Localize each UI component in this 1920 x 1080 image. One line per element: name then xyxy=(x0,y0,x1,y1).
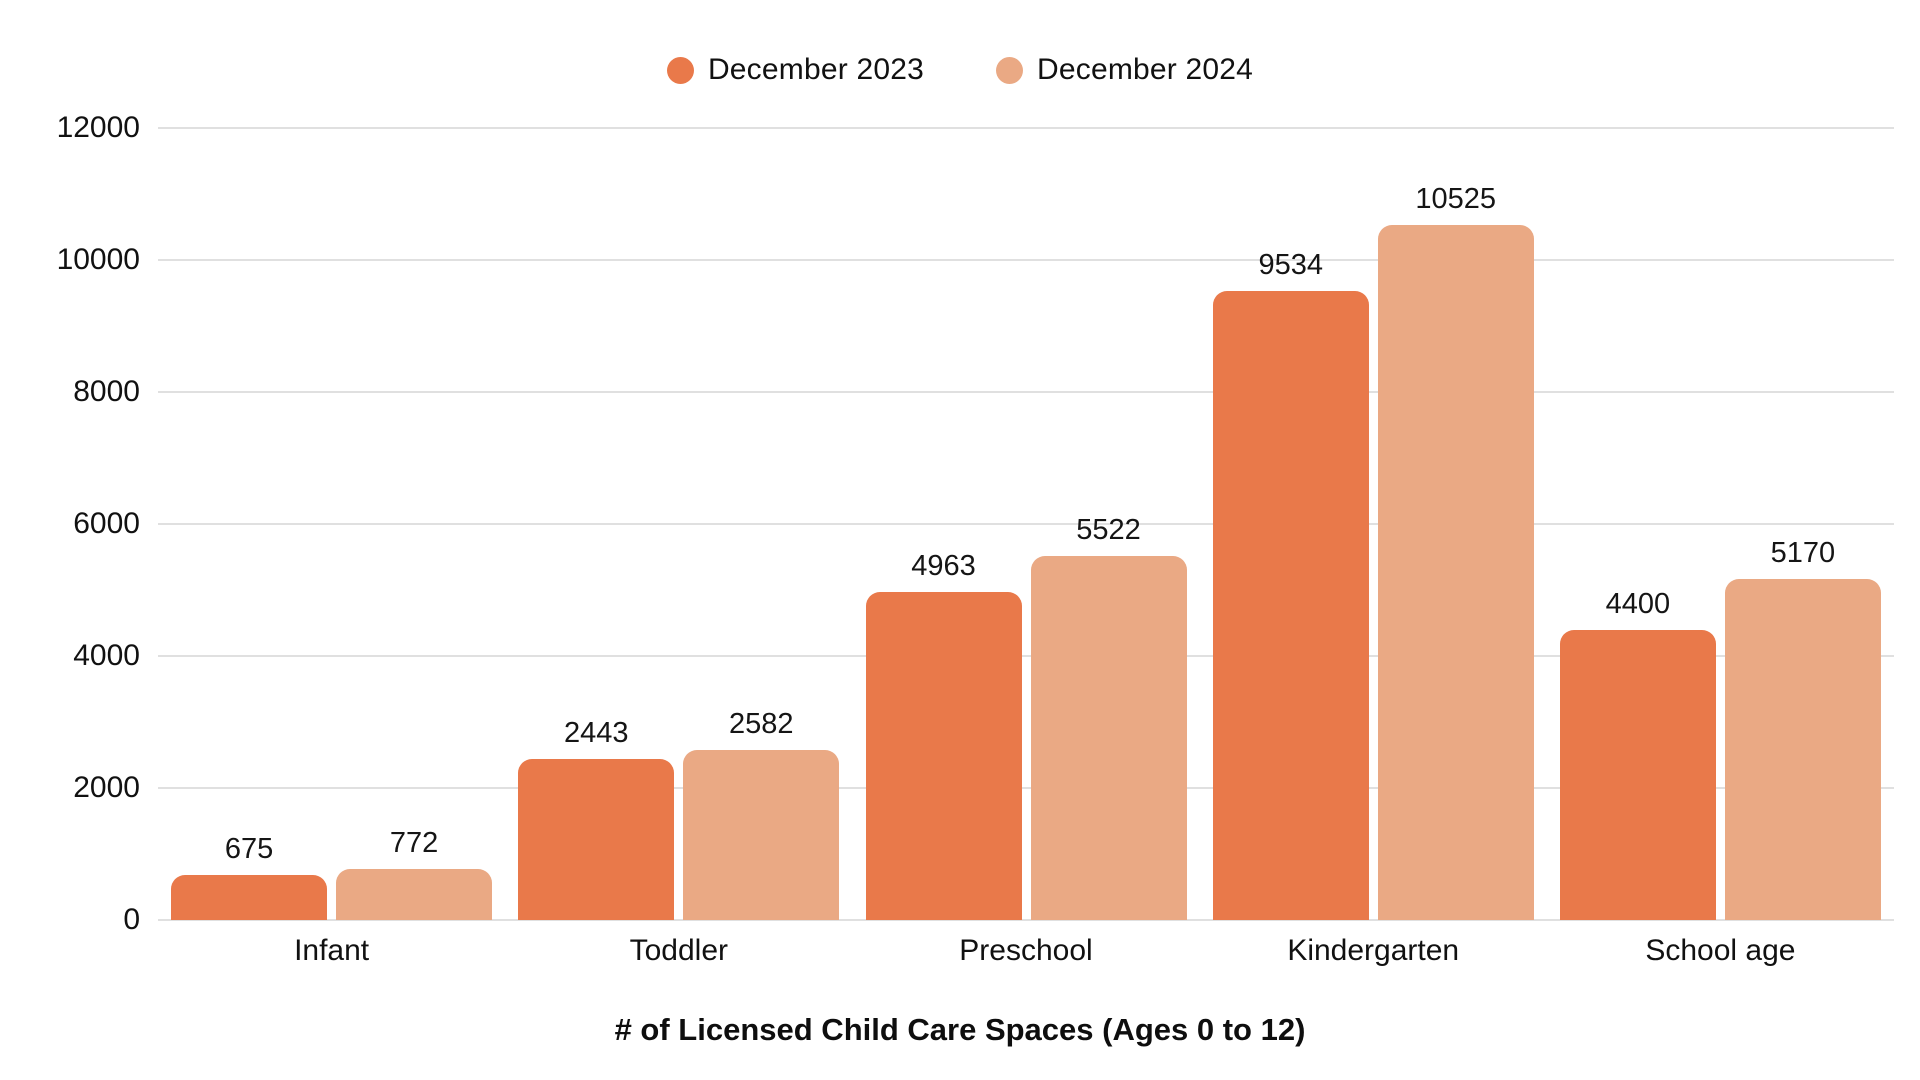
bar-value-label: 675 xyxy=(224,833,274,866)
legend-label: December 2023 xyxy=(707,53,924,86)
y-axis-tick-label: 6000 xyxy=(73,507,140,540)
bar-column: 5522 xyxy=(1030,128,1187,920)
legend-item: December 2023 xyxy=(666,53,924,87)
category-label: Preschool xyxy=(959,934,1093,967)
bar-column: 5170 xyxy=(1724,128,1881,920)
bar-value-label: 9534 xyxy=(1258,248,1323,281)
bar xyxy=(1559,629,1716,920)
gridline xyxy=(158,787,1894,790)
bar xyxy=(683,749,840,920)
chart-legend: December 2023 December 2024 xyxy=(0,44,1920,96)
gridline xyxy=(158,259,1894,261)
bar xyxy=(865,592,1022,920)
bar-column: 675 xyxy=(171,128,328,920)
y-axis-tick-label: 10000 xyxy=(56,243,140,276)
category-label: Kindergarten xyxy=(1287,934,1460,967)
legend-color-dot xyxy=(666,56,694,84)
y-axis: 0 2000 4000 6000 8000 10000 12000 xyxy=(0,112,140,936)
legend-item: December 2024 xyxy=(996,53,1253,87)
bar-column: 10525 xyxy=(1377,128,1534,920)
bar-column: 2582 xyxy=(683,128,840,920)
bar xyxy=(518,758,675,920)
chart-title: # of Licensed Child Care Spaces (Ages 0 … xyxy=(614,1012,1306,1047)
bar xyxy=(171,875,328,920)
bar-column: 9534 xyxy=(1212,128,1369,920)
gridline xyxy=(158,655,1894,658)
bar-value-label: 2443 xyxy=(564,716,629,749)
category-label: Toddler xyxy=(629,934,728,967)
bar xyxy=(336,869,493,920)
y-axis-tick-label: 8000 xyxy=(73,375,140,409)
bar-column: 2443 xyxy=(518,128,675,920)
legend-color-dot xyxy=(996,56,1023,84)
bar-group: 4400 5170 School age xyxy=(1547,128,1894,967)
bar-value-label: 4400 xyxy=(1605,587,1671,620)
bar-group: 2443 2582 Toddler xyxy=(505,128,852,967)
bar xyxy=(1377,225,1534,920)
bar-group: 9534 10525 Kindergarten xyxy=(1200,128,1547,967)
bar-value-label: 772 xyxy=(389,827,439,860)
bar xyxy=(1212,290,1369,920)
y-axis-tick-label: 12000 xyxy=(56,111,140,144)
category-label: Infant xyxy=(294,934,370,967)
bar-column: 772 xyxy=(336,128,493,920)
category-label: School age xyxy=(1645,934,1796,967)
bar xyxy=(1724,578,1881,920)
bar-group: 675 772 Infant xyxy=(158,128,505,967)
bar-column: 4400 xyxy=(1559,128,1716,920)
bar-value-label: 5170 xyxy=(1770,536,1836,569)
bar-value-label: 2582 xyxy=(729,707,794,740)
gridline xyxy=(158,391,1894,394)
bar xyxy=(1030,555,1187,920)
y-axis-tick-label: 0 xyxy=(123,903,140,936)
bar-value-label: 4963 xyxy=(911,550,976,583)
y-axis-tick-label: 4000 xyxy=(73,639,140,673)
bar-groups: 675 772 Infant 2443 2582 Toddler 4963 5522 Presc… xyxy=(158,128,1894,967)
legend-label: December 2024 xyxy=(1037,53,1254,86)
gridline xyxy=(158,127,1894,129)
y-axis-tick-label: 2000 xyxy=(73,771,140,805)
gridline xyxy=(158,919,1894,921)
bar-value-label: 5522 xyxy=(1076,513,1141,546)
plot-area: 675 772 Infant 2443 2582 Toddler 4963 5522 Presc… xyxy=(158,127,1894,967)
bar-column: 4963 xyxy=(865,128,1022,920)
bar-group: 4963 5522 Preschool xyxy=(852,128,1199,967)
bar-value-label: 10525 xyxy=(1415,183,1497,216)
gridline xyxy=(158,523,1894,525)
